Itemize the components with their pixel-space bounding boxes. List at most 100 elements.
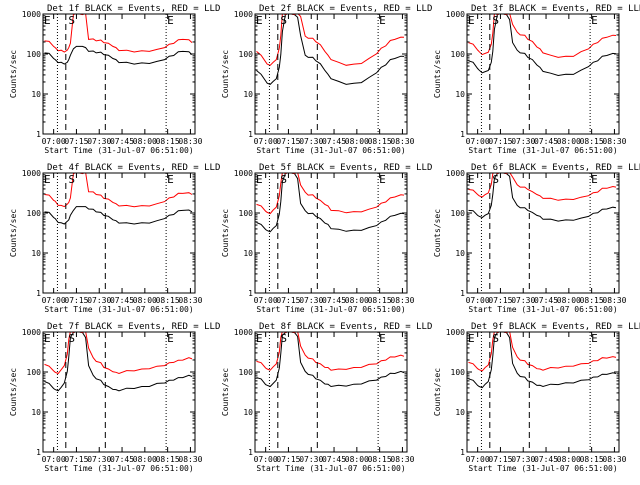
- x-axis-label: Start Time (31-Jul-07 06:51:00): [256, 146, 405, 155]
- flag-label: E: [591, 173, 598, 186]
- y-axis-label: Counts/sec: [433, 209, 442, 257]
- x-axis-label: Start Time (31-Jul-07 06:51:00): [468, 146, 617, 155]
- flag-label: E: [379, 173, 386, 186]
- x-tick-label: 07:45: [110, 455, 134, 464]
- y-tick-label: 10: [243, 408, 253, 417]
- series-line-events: [256, 14, 405, 85]
- series-line-events: [44, 206, 193, 225]
- x-tick-label: 08:00: [133, 455, 157, 464]
- y-tick-label: 1000: [446, 10, 465, 19]
- x-tick-label: 08:15: [580, 455, 604, 464]
- x-tick-label: 07:30: [511, 455, 535, 464]
- x-tick-label: 08:30: [178, 455, 202, 464]
- x-tick-label: 07:15: [488, 455, 512, 464]
- y-tick-label: 10: [31, 90, 41, 99]
- y-tick-label: 10: [455, 90, 465, 99]
- series-line-events: [468, 332, 617, 389]
- y-tick-label: 100: [27, 50, 42, 59]
- x-tick-label: 07:30: [87, 296, 111, 305]
- plot-frame: [466, 13, 620, 135]
- y-tick-label: 100: [239, 368, 254, 377]
- x-tick-label: 08:30: [602, 137, 626, 146]
- y-tick-label: 1: [248, 448, 253, 457]
- x-tick-label: 08:15: [368, 137, 392, 146]
- x-tick-label: 07:45: [110, 137, 134, 146]
- series-line-events: [44, 45, 193, 65]
- x-axis-label: Start Time (31-Jul-07 06:51:00): [44, 146, 193, 155]
- series-line-events: [44, 332, 193, 392]
- y-tick-label: 1000: [234, 169, 253, 178]
- x-tick-label: 08:00: [557, 137, 581, 146]
- y-tick-label: 10: [243, 90, 253, 99]
- x-tick-label: 08:30: [390, 296, 414, 305]
- y-tick-label: 10: [31, 249, 41, 258]
- y-tick-label: 1000: [446, 328, 465, 337]
- y-tick-label: 100: [451, 368, 466, 377]
- x-tick-label: 07:45: [322, 455, 346, 464]
- y-tick-label: 1: [460, 448, 465, 457]
- plot-frame: [254, 172, 408, 294]
- y-axis-label: Counts/sec: [221, 368, 230, 416]
- x-tick-label: 08:00: [133, 296, 157, 305]
- x-tick-label: 07:45: [534, 455, 558, 464]
- flag-label: S: [280, 332, 287, 345]
- x-tick-label: 07:00: [466, 455, 490, 464]
- x-tick-label: 07:00: [254, 296, 278, 305]
- plot-frame: [42, 13, 196, 135]
- x-tick-label: 08:15: [368, 455, 392, 464]
- y-tick-label: 1: [248, 130, 253, 139]
- x-tick-label: 07:30: [299, 296, 323, 305]
- x-tick-label: 08:30: [602, 455, 626, 464]
- flag-label: E: [379, 14, 386, 27]
- x-tick-label: 07:45: [534, 137, 558, 146]
- y-tick-label: 100: [239, 50, 254, 59]
- flag-label: E: [167, 332, 174, 345]
- y-tick-label: 100: [239, 209, 254, 218]
- x-tick-label: 07:30: [299, 137, 323, 146]
- panel-title: Det 7f BLACK = Events, RED = LLD: [47, 322, 220, 332]
- x-tick-label: 08:00: [133, 137, 157, 146]
- y-tick-label: 100: [451, 50, 466, 59]
- x-tick-label: 07:00: [466, 296, 490, 305]
- x-tick-label: 07:15: [276, 455, 300, 464]
- y-tick-label: 100: [451, 209, 466, 218]
- plot-frame: [466, 172, 620, 294]
- flag-label: S: [492, 332, 499, 345]
- y-tick-label: 1: [36, 130, 41, 139]
- x-tick-label: 07:00: [254, 455, 278, 464]
- x-axis-label: Start Time (31-Jul-07 06:51:00): [468, 464, 617, 473]
- x-tick-label: 07:30: [87, 137, 111, 146]
- x-tick-label: 08:15: [368, 296, 392, 305]
- plot-frame: [466, 331, 620, 453]
- flag-label: S: [492, 173, 499, 186]
- y-tick-label: 1000: [234, 10, 253, 19]
- flag-label: S: [280, 173, 287, 186]
- panel-title: Det 8f BLACK = Events, RED = LLD: [259, 322, 432, 332]
- plot-frame: [254, 331, 408, 453]
- y-axis-label: Counts/sec: [9, 368, 18, 416]
- flag-label: S: [280, 14, 287, 27]
- x-tick-label: 07:30: [511, 296, 535, 305]
- flag-label: E: [44, 14, 51, 27]
- series-line-lld: [44, 332, 193, 375]
- y-tick-label: 1000: [22, 169, 41, 178]
- x-tick-label: 08:30: [390, 137, 414, 146]
- x-tick-label: 07:00: [254, 137, 278, 146]
- y-tick-label: 1: [248, 289, 253, 298]
- x-axis-label: Start Time (31-Jul-07 06:51:00): [44, 305, 193, 314]
- plot-frame: [42, 331, 196, 453]
- x-tick-label: 07:45: [322, 296, 346, 305]
- flag-label: E: [591, 14, 598, 27]
- y-axis-label: Counts/sec: [9, 209, 18, 257]
- flag-label: E: [256, 332, 263, 345]
- flag-label: E: [591, 332, 598, 345]
- x-axis-label: Start Time (31-Jul-07 06:51:00): [256, 464, 405, 473]
- y-tick-label: 10: [243, 249, 253, 258]
